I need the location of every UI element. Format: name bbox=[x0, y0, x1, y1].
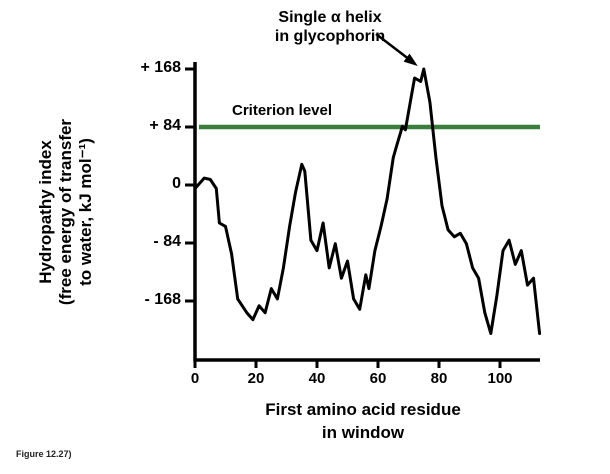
y-tick-label: + 84 bbox=[149, 117, 181, 134]
x-tick-label: 0 bbox=[190, 370, 200, 387]
x-axis-label-line2: in window bbox=[321, 423, 405, 442]
x-tick-label: 40 bbox=[308, 370, 326, 387]
y-tick-label: - 168 bbox=[144, 291, 181, 308]
hydropathy-curve bbox=[193, 67, 542, 335]
criterion-level-label: Criterion level bbox=[232, 102, 333, 119]
y-axis-label-line3: to water, kJ mol⁻¹) bbox=[76, 138, 95, 286]
annotation-single-alpha-helix: Single α helix in glycophorin bbox=[230, 8, 430, 46]
x-tick-label: 60 bbox=[369, 370, 387, 387]
x-tick-label: 80 bbox=[430, 370, 448, 387]
annotation-line2: in glycophorin bbox=[274, 28, 386, 45]
x-tick-label: 100 bbox=[487, 370, 513, 387]
x-axis-label-line1: First amino acid residue bbox=[265, 400, 461, 419]
y-axis-label: Hydropathy index (free energy of transfe… bbox=[36, 52, 96, 372]
x-tick-label: 20 bbox=[247, 370, 265, 387]
annotation-arrowhead bbox=[403, 53, 418, 66]
figure-caption: Figure 12.27) bbox=[16, 449, 72, 459]
x-axis-label: First amino acid residue in window bbox=[223, 398, 503, 444]
y-axis-label-line1: Hydropathy index bbox=[36, 140, 55, 284]
y-tick-label: + 168 bbox=[140, 59, 181, 76]
annotation-line1: Single α helix bbox=[278, 9, 382, 26]
y-tick-label: 0 bbox=[172, 175, 181, 192]
annotation-arrow-line bbox=[375, 33, 410, 60]
y-tick-label: - 84 bbox=[153, 233, 181, 250]
y-axis-label-line2: (free energy of transfer bbox=[56, 118, 75, 306]
